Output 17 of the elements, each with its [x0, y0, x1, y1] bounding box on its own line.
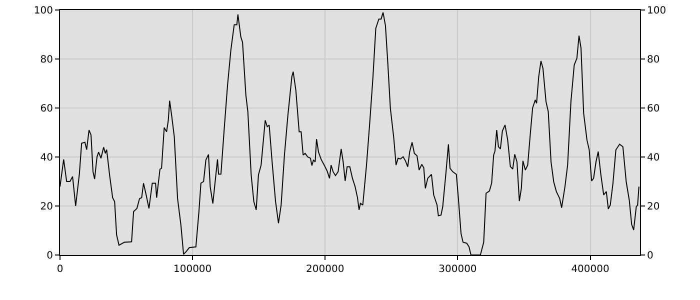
y-tick-label: 20	[40, 202, 53, 212]
y-tick-label: 100	[34, 6, 53, 16]
y2-tick-label: 100	[647, 6, 666, 16]
x-tick-label: 300000	[438, 264, 477, 275]
y2-tick-label: 20	[647, 202, 660, 212]
y-tick-label: 60	[40, 104, 53, 114]
x-tick-label: 100000	[173, 264, 212, 275]
y-tick-label: 40	[40, 152, 53, 164]
y2-tick-label: 80	[647, 54, 660, 66]
x-tick-label: 0	[56, 264, 64, 275]
x-tick-label: 200000	[306, 264, 344, 275]
y2-tick-label: 40	[647, 152, 660, 164]
y-tick-label: 0	[46, 250, 53, 262]
y2-tick-label: 0	[647, 250, 654, 262]
y2-tick-label: 60	[647, 104, 660, 114]
y-tick-label: 80	[40, 54, 53, 66]
x-tick-label: 400000	[571, 264, 610, 275]
